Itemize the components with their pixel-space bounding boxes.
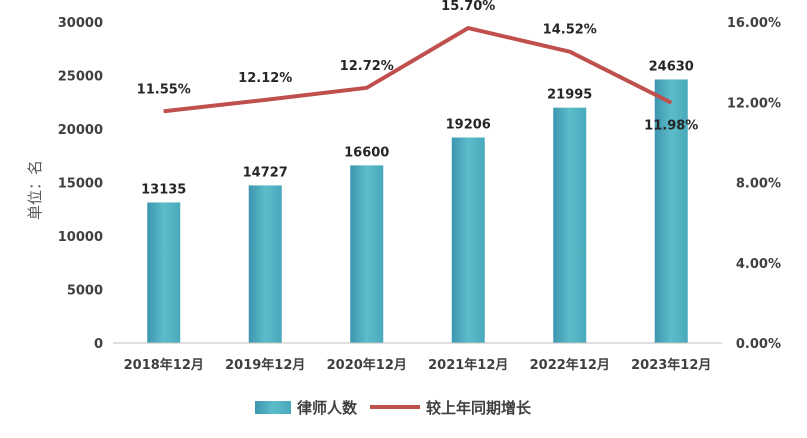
line-point <box>569 51 571 53</box>
line-value-label: 12.12% <box>238 71 292 86</box>
bar <box>350 165 384 343</box>
legend-label-bar: 律师人数 <box>296 399 358 417</box>
x-axis-tick: 2019年12月 <box>225 357 305 373</box>
bar-value-label: 21995 <box>547 88 592 103</box>
x-axis-tick: 2020年12月 <box>327 357 407 373</box>
right-axis-tick: 0.00% <box>736 337 781 352</box>
left-axis-ticks: 0 5000 10000 15000 20000 25000 30000 <box>58 16 103 352</box>
line-value-label: 12.72% <box>340 59 394 74</box>
legend: 律师人数 较上年同期增长 <box>255 399 532 417</box>
bar-value-labels: 13135 14727 16600 19206 21995 24630 <box>141 59 694 197</box>
right-axis-tick: 12.00% <box>727 96 781 111</box>
line-value-label: 14.52% <box>543 23 597 38</box>
x-axis-tick: 2018年12月 <box>124 357 204 373</box>
left-axis-tick: 30000 <box>58 16 103 31</box>
bar-value-label: 14727 <box>243 165 288 180</box>
line-point <box>670 102 672 104</box>
x-axis-tick: 2023年12月 <box>631 357 711 373</box>
line-point <box>366 87 368 89</box>
left-axis-tick: 10000 <box>58 230 103 245</box>
left-axis-tick: 25000 <box>58 70 103 85</box>
left-axis-tick: 15000 <box>58 177 103 192</box>
right-axis-tick: 4.00% <box>736 257 781 272</box>
bar-value-label: 19206 <box>446 117 491 132</box>
line-point <box>467 27 469 29</box>
bar <box>553 107 587 343</box>
right-axis-ticks: 0.00% 4.00% 8.00% 12.00% 16.00% <box>727 16 781 352</box>
line-value-labels: 11.55% 12.12% 12.72% 15.70% 14.52% 11.98% <box>137 0 699 134</box>
left-axis-tick: 5000 <box>67 284 103 299</box>
bar-value-label: 24630 <box>649 59 694 74</box>
growth-line <box>163 26 673 114</box>
x-axis-tick: 2022年12月 <box>530 357 610 373</box>
bar <box>451 137 485 343</box>
line-point <box>264 99 266 101</box>
legend-swatch-bar <box>255 401 291 414</box>
y-axis-title: 单位：名 <box>26 160 44 220</box>
line-value-label: 11.98% <box>644 119 698 134</box>
line-series <box>163 26 673 114</box>
right-axis-tick: 8.00% <box>736 177 781 192</box>
bar-series <box>147 79 688 344</box>
bar <box>654 79 688 344</box>
x-axis-ticks: 2018年12月 2019年12月 2020年12月 2021年12月 2022年12月… <box>124 357 712 373</box>
right-axis-tick: 16.00% <box>727 16 781 31</box>
line-value-label: 11.55% <box>137 82 191 97</box>
legend-label-line: 较上年同期增长 <box>426 399 532 417</box>
bar-value-label: 16600 <box>344 145 389 160</box>
line-value-label: 15.70% <box>441 0 495 14</box>
bar <box>147 202 181 343</box>
line-point <box>163 110 165 112</box>
x-axis-tick: 2021年12月 <box>428 357 508 373</box>
left-axis-tick: 20000 <box>58 123 103 138</box>
bar-value-label: 13135 <box>141 182 186 197</box>
bar <box>248 185 282 343</box>
left-axis-tick: 0 <box>94 337 103 352</box>
